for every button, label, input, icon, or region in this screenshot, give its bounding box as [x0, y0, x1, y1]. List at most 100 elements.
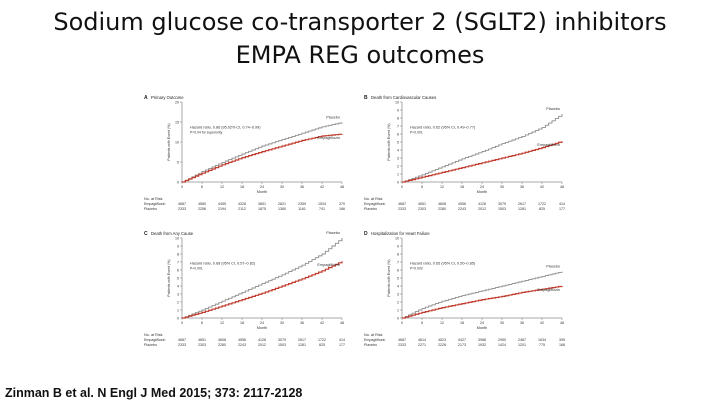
y-axis-label: Patients with Event (%): [387, 259, 391, 296]
at-risk-value: 1201: [518, 343, 526, 347]
at-risk-value: 3079: [498, 202, 506, 206]
y-tick-label: 0: [397, 180, 399, 184]
x-tick-label: 18: [460, 321, 464, 325]
at-risk-value: 2333: [178, 207, 186, 211]
at-risk-value: 1424: [498, 343, 506, 347]
at-risk-value: 1503: [278, 343, 286, 347]
at-risk-value: 4608: [218, 338, 226, 342]
panel-d: D Hospitalization for Heart Failure Patien…: [364, 231, 565, 347]
at-risk-value: 4427: [458, 338, 466, 342]
at-risk-value: 2173: [458, 343, 466, 347]
hazard-ratio-annotation: Hazard ratio, 0.65 (95% CI, 0.50–0.85): [410, 261, 476, 265]
x-tick-label: 12: [220, 185, 224, 189]
at-risk-value: 3079: [278, 338, 286, 342]
at-risk-value: 2821: [278, 202, 286, 206]
x-tick-label: 36: [300, 185, 304, 189]
at-risk-row-name: Empagliflozin: [144, 338, 165, 342]
panel-letter: B: [364, 95, 368, 101]
x-tick-label: 48: [560, 185, 564, 189]
x-tick-label: 48: [560, 321, 564, 325]
x-tick-label: 12: [220, 321, 224, 325]
x-tick-label: 48: [340, 321, 344, 325]
y-tick-label: 5: [177, 276, 179, 280]
hazard-ratio-annotation: Hazard ratio, 0.86 (95.02% CI, 0.74–0.99…: [190, 125, 261, 129]
at-risk-value: 1634: [538, 338, 546, 342]
panel-title: Primary Outcome: [151, 95, 184, 100]
placebo-label: Placebo: [326, 231, 340, 235]
empagliflozin-label: Empagliflozin: [317, 263, 340, 267]
at-risk-row-name: Empagliflozin: [144, 202, 165, 206]
at-risk-value: 2243: [458, 207, 466, 211]
at-risk-value: 825: [539, 207, 545, 211]
x-tick-label: 6: [421, 185, 423, 189]
y-tick-label: 3: [397, 156, 399, 160]
at-risk-value: 4651: [198, 338, 206, 342]
at-risk-value: 1875: [258, 207, 266, 211]
x-tick-label: 30: [280, 185, 284, 189]
panel-a: A Primary Outcome Patients with Event (%) 0…: [144, 95, 345, 211]
panel-c: C Death from Any Cause Patients with Event…: [144, 231, 345, 347]
at-risk-value: 1534: [318, 202, 326, 206]
title-line-1: Sodium glucose co-transporter 2 (SGLT2) …: [53, 8, 667, 36]
y-tick-label: 9: [397, 108, 399, 112]
at-risk-value: 4614: [418, 338, 426, 342]
at-risk-value: 4455: [218, 202, 226, 206]
at-risk-value: 1281: [518, 207, 526, 211]
at-risk-value: 4128: [478, 202, 486, 206]
empagliflozin-label: Empagliflozin: [537, 288, 560, 292]
x-tick-label: 6: [421, 321, 423, 325]
y-tick-label: 6: [397, 268, 399, 272]
at-risk-value: 2256: [198, 207, 206, 211]
at-risk-value: 177: [339, 343, 345, 347]
at-risk-value: 4687: [178, 202, 186, 206]
at-risk-value: 370: [339, 202, 345, 206]
p-value-annotation: P=0.002: [410, 266, 423, 270]
x-tick-label: 42: [540, 185, 544, 189]
at-risk-value: 177: [559, 207, 565, 211]
y-tick-label: 0: [177, 180, 179, 184]
y-tick-label: 10: [175, 236, 179, 240]
y-tick-label: 1: [177, 308, 179, 312]
x-tick-label: 36: [520, 321, 524, 325]
y-tick-label: 3: [397, 292, 399, 296]
y-axis-label: Patients with Event (%): [387, 123, 391, 160]
x-tick-label: 18: [460, 185, 464, 189]
placebo-label: Placebo: [326, 115, 340, 119]
at-risk-value: 4523: [438, 338, 446, 342]
at-risk-value: 2243: [238, 343, 246, 347]
at-risk-value: 2333: [178, 343, 186, 347]
at-risk-value: 2333: [398, 343, 406, 347]
y-tick-label: 10: [395, 236, 399, 240]
at-risk-row-name: Placebo: [144, 207, 157, 211]
x-tick-label: 6: [201, 185, 203, 189]
at-risk-row-name: Placebo: [364, 207, 377, 211]
x-tick-label: 36: [520, 185, 524, 189]
y-tick-label: 8: [397, 116, 399, 120]
y-tick-label: 0: [177, 316, 179, 320]
x-tick-label: 24: [480, 185, 484, 189]
placebo-line: [182, 122, 343, 183]
slide-title: Sodium glucose co-transporter 2 (SGLT2) …: [0, 6, 720, 72]
x-tick-label: 0: [401, 321, 403, 325]
x-tick-label: 30: [500, 321, 504, 325]
y-tick-label: 7: [397, 260, 399, 264]
x-tick-label: 24: [260, 321, 264, 325]
x-tick-label: 0: [401, 185, 403, 189]
y-tick-label: 2: [177, 300, 179, 304]
at-risk-value: 4580: [198, 202, 206, 206]
y-tick-label: 7: [397, 124, 399, 128]
x-tick-label: 30: [280, 321, 284, 325]
hazard-ratio-annotation: Hazard ratio, 0.68 (95% CI, 0.57–0.82): [190, 261, 256, 265]
x-tick-label: 30: [500, 185, 504, 189]
km-figure: A Primary Outcome Patients with Event (%) 0…: [140, 92, 580, 364]
x-axis-label: Month: [257, 326, 268, 330]
x-tick-label: 42: [320, 321, 324, 325]
at-risk-value: 2280: [218, 343, 226, 347]
at-risk-value: 2303: [198, 343, 206, 347]
x-tick-label: 48: [340, 185, 344, 189]
x-tick-label: 24: [260, 185, 264, 189]
at-risk-header: No. at Risk: [364, 333, 383, 337]
at-risk-value: 3851: [258, 202, 266, 206]
at-risk-value: 775: [539, 343, 545, 347]
empagliflozin-label: Empagliflozin: [317, 136, 340, 140]
